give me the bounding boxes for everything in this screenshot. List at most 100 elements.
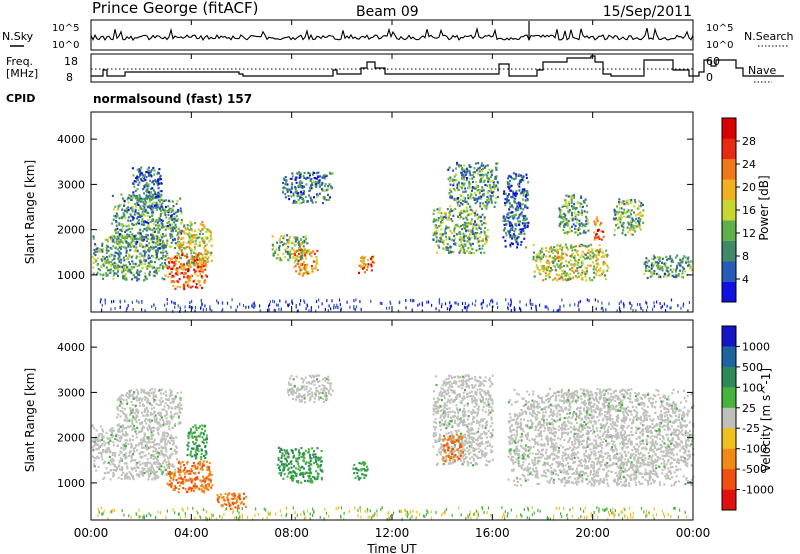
echo-cell xyxy=(274,251,277,254)
echo-cell xyxy=(571,266,574,269)
echo-cell xyxy=(522,214,525,218)
echo-cell xyxy=(437,211,440,214)
echo-cell xyxy=(129,450,132,453)
echo-cell xyxy=(371,257,374,260)
echo-cell xyxy=(99,273,102,276)
echo-cell xyxy=(118,223,121,226)
echo-cell xyxy=(564,278,567,281)
echo-cell xyxy=(159,239,162,242)
echo-cell xyxy=(472,176,475,179)
echo-cell xyxy=(617,217,620,220)
echo-cell xyxy=(127,270,130,273)
echo-cell xyxy=(467,240,470,243)
echo-cell xyxy=(462,173,465,177)
echo-cell xyxy=(622,212,625,215)
echo-cell xyxy=(551,256,554,259)
echo-cell xyxy=(164,246,167,249)
echo-cell xyxy=(512,194,515,197)
echo-cell xyxy=(146,168,149,171)
echo-cell xyxy=(112,429,115,432)
echo-cell xyxy=(107,249,110,252)
echo-cell xyxy=(118,246,121,249)
clutter-cell xyxy=(172,309,174,313)
echo-cell xyxy=(455,179,458,182)
echo-cell xyxy=(143,440,146,443)
echo-cell xyxy=(141,470,144,473)
echo-cell xyxy=(595,232,598,236)
echo-cell xyxy=(481,247,484,250)
clutter-cell xyxy=(486,304,488,308)
echo-cell xyxy=(102,449,104,452)
echo-cell xyxy=(131,267,134,270)
echo-cell xyxy=(152,231,155,234)
echo-cell xyxy=(106,436,109,439)
echo-cell xyxy=(637,213,640,216)
echo-cell xyxy=(370,263,373,266)
echo-cell xyxy=(475,249,478,252)
echo-cell xyxy=(152,468,155,472)
echo-cell xyxy=(125,207,128,210)
echo-cell xyxy=(176,255,179,258)
echo-cell xyxy=(448,166,451,169)
echo-cell xyxy=(478,166,481,169)
echo-cell xyxy=(129,213,132,216)
echo-cell xyxy=(117,439,119,442)
echo-cell xyxy=(678,263,681,266)
echo-cell xyxy=(280,259,283,262)
echo-cell xyxy=(525,190,528,193)
echo-cell xyxy=(166,265,169,268)
echo-cell xyxy=(489,170,492,173)
echo-cell xyxy=(134,223,136,226)
echo-cell xyxy=(313,252,316,255)
echo-cell xyxy=(146,234,149,237)
echo-cell xyxy=(174,272,177,275)
echo-cell xyxy=(562,216,565,219)
echo-cell xyxy=(460,243,463,246)
echo-cell xyxy=(460,240,462,243)
echo-cell xyxy=(326,188,329,191)
echo-cell xyxy=(160,397,163,400)
echo-cell xyxy=(146,264,149,268)
echo-cell xyxy=(606,264,609,267)
echo-cell xyxy=(449,183,452,186)
echo-cell xyxy=(297,256,300,259)
echo-cell xyxy=(540,267,543,270)
echo-cell xyxy=(163,262,166,265)
echo-cell xyxy=(472,196,475,199)
echo-cell xyxy=(627,223,630,226)
clutter-cell xyxy=(438,300,440,303)
echo-cell xyxy=(170,439,173,442)
echo-cell xyxy=(282,190,285,193)
echo-cell xyxy=(198,281,200,284)
echo-cell xyxy=(456,186,459,189)
echo-cell xyxy=(532,243,535,247)
echo-cell xyxy=(125,442,127,445)
echo-cell xyxy=(512,217,515,220)
echo-cell xyxy=(598,251,600,254)
echo-cell xyxy=(189,224,192,227)
echo-cell xyxy=(470,193,473,196)
echo-cell xyxy=(556,263,559,266)
echo-cell xyxy=(172,266,175,269)
echo-cell xyxy=(625,212,627,215)
echo-cell xyxy=(141,462,144,465)
echo-cell xyxy=(173,212,176,215)
echo-cell xyxy=(294,256,297,259)
echo-cell xyxy=(432,238,435,241)
echo-cell xyxy=(159,212,162,215)
echo-cell xyxy=(623,215,626,218)
echo-cell xyxy=(489,197,492,200)
echo-cell xyxy=(437,239,440,243)
echo-cell xyxy=(580,254,583,257)
clutter-cell xyxy=(529,298,531,302)
echo-cell xyxy=(523,225,526,228)
echo-cell xyxy=(584,225,587,228)
echo-cell xyxy=(147,222,150,225)
echo-cell xyxy=(200,484,203,488)
echo-cell xyxy=(192,261,195,264)
echo-cell xyxy=(118,254,121,257)
echo-cell xyxy=(156,428,159,431)
echo-cell xyxy=(282,187,285,190)
echo-cell xyxy=(142,180,145,183)
echo-cell xyxy=(271,248,274,251)
